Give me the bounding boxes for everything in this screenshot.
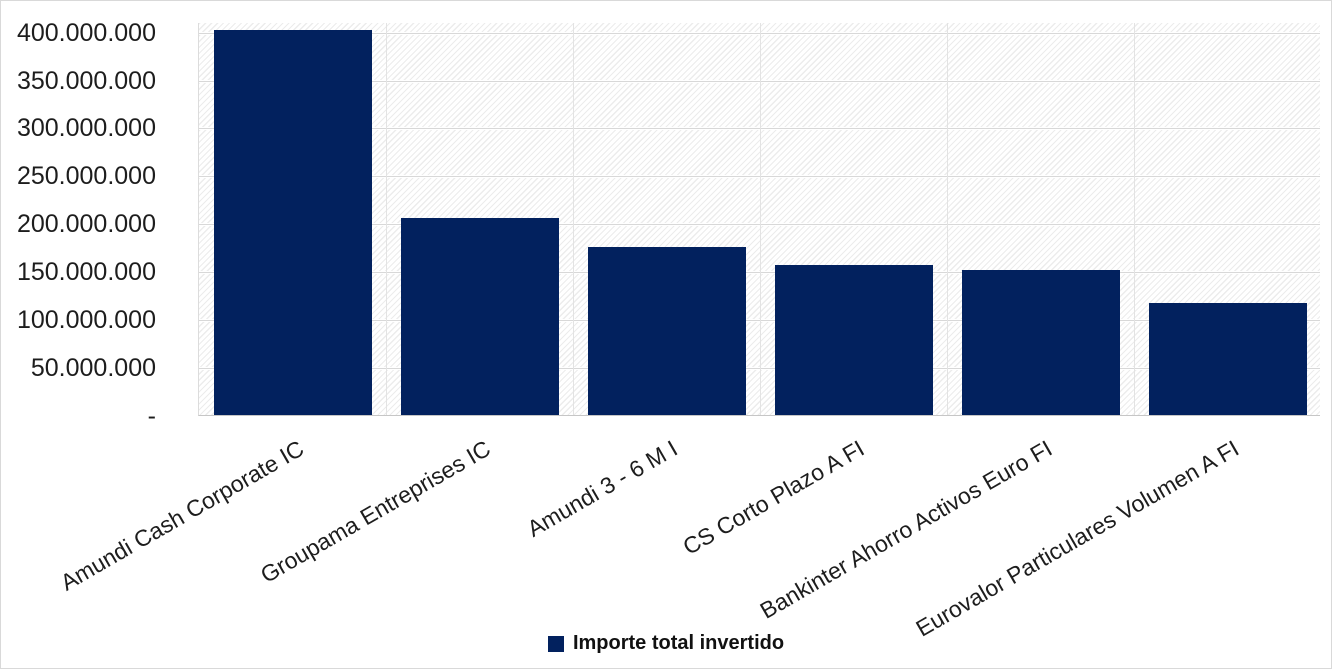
y-tick-label: 100.000.000 [16,306,156,334]
x-gridline [386,23,387,415]
y-tick-label: - [147,402,156,430]
x-gridline [947,23,948,415]
y-gridline [199,367,1320,371]
category-label: Amundi 3 - 6 M I [522,435,682,542]
y-gridline [199,319,1320,323]
x-gridline [573,23,574,415]
y-gridline [199,31,1320,35]
category-label: CS Corto Plazo A FI [678,435,869,560]
y-tick-label: 150.000.000 [16,258,156,286]
category-label: Eurovalor Particulares Volumen A FI [911,435,1243,642]
y-gridline [199,175,1320,179]
legend: Importe total invertido [1,632,1331,655]
y-gridline [199,223,1320,227]
x-gridline [1134,23,1135,415]
x-gridline [760,23,761,415]
y-tick-label: 200.000.000 [16,210,156,238]
legend-label: Importe total invertido [572,632,785,654]
category-label: Bankinter Ahorro Activos Euro FI [755,435,1056,624]
bar-5 [962,270,1120,415]
bar-2 [401,218,559,415]
bar-6 [1149,303,1307,415]
y-gridline [199,271,1320,275]
y-tick-label: 250.000.000 [16,162,156,190]
category-label: Amundi Cash Corporate IC [55,435,308,596]
y-gridline [199,79,1320,83]
bar-4 [775,265,933,415]
y-tick-label: 300.000.000 [16,114,156,142]
plot-area [198,23,1320,416]
y-tick-label: 400.000.000 [16,19,156,47]
bar-3 [588,247,746,415]
category-label: Groupama Entreprises IC [256,435,495,588]
bar-1 [214,30,372,415]
y-tick-label: 350.000.000 [16,67,156,95]
y-tick-label: 50.000.000 [30,354,156,382]
legend-swatch [547,635,564,652]
y-gridline [199,127,1320,131]
